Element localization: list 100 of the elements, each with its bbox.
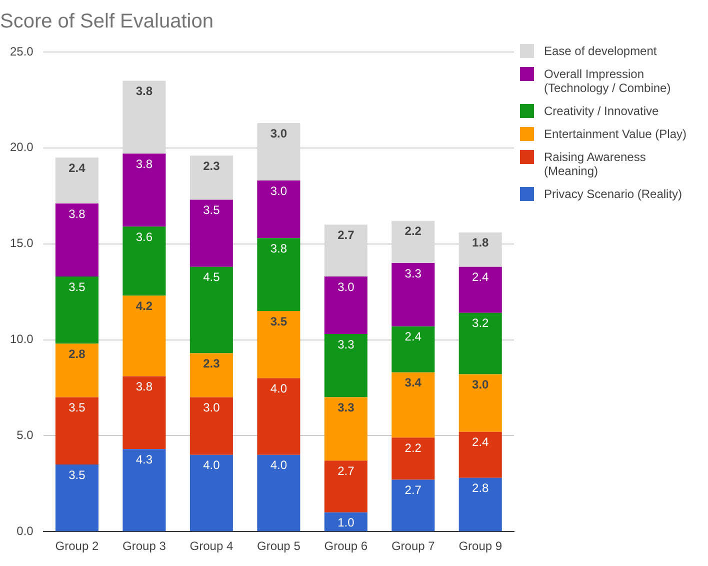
bar: [324, 397, 368, 461]
y-tick-label: 0.0: [16, 524, 34, 538]
data-label: 3.3: [338, 400, 355, 415]
legend-label: Privacy Scenario (Reality): [544, 187, 682, 201]
bar: [190, 266, 233, 354]
data-label: 3.5: [68, 468, 86, 482]
bar: [257, 238, 300, 311]
data-label: 2.7: [404, 483, 422, 498]
data-label: 3.5: [68, 280, 86, 294]
legend-label: Creativity / Innovative: [544, 104, 659, 118]
data-label: 2.3: [203, 158, 220, 173]
x-tick-label: Group 6: [324, 539, 368, 554]
data-label: 4.5: [203, 270, 220, 284]
data-label: 3.8: [68, 206, 86, 221]
y-tick-label: 20.0: [10, 140, 34, 154]
data-label: 2.4: [472, 435, 490, 450]
bar: [190, 454, 233, 532]
legend-label: Entertainment Value (Play): [544, 127, 687, 141]
bar: [122, 376, 166, 450]
data-label: 3.0: [338, 280, 355, 294]
data-label: 2.4: [404, 330, 422, 344]
bar: [55, 397, 98, 464]
bar: [257, 378, 300, 455]
bar: [55, 276, 98, 344]
bar: [190, 353, 233, 398]
chart-title: Score of Self Evaluation: [0, 10, 214, 33]
data-label: 2.2: [404, 440, 422, 455]
data-label: 2.7: [338, 464, 355, 478]
bar: [324, 334, 368, 398]
data-label: 3.8: [136, 84, 153, 98]
bar: [257, 310, 300, 378]
bar: [55, 204, 98, 276]
data-label: 4.0: [270, 381, 288, 396]
bar: [392, 326, 435, 372]
data-label: 3.0: [270, 184, 288, 198]
bar: [324, 460, 368, 512]
data-label: 2.3: [203, 356, 220, 370]
y-tick-label: 15.0: [10, 236, 34, 250]
legend-label: Ease of development: [544, 44, 657, 58]
data-label: 4.0: [203, 458, 220, 472]
bar: [190, 397, 233, 455]
bar: [190, 156, 233, 200]
x-tick-label: Group 4: [190, 539, 234, 554]
bar: [392, 438, 435, 480]
bar: [55, 344, 98, 398]
data-label: 4.2: [136, 298, 153, 313]
data-label: 2.7: [338, 228, 355, 242]
bar: [458, 374, 502, 432]
y-tick-label: 5.0: [16, 428, 34, 442]
data-label: 1.8: [472, 236, 490, 250]
bar: [257, 454, 300, 532]
bar: [324, 224, 368, 276]
data-label: 2.8: [68, 346, 86, 361]
data-label: 1.0: [338, 516, 355, 530]
data-label: 2.8: [472, 481, 490, 496]
bar: [392, 220, 435, 264]
data-label: 3.8: [136, 380, 153, 394]
data-label: 4.3: [136, 452, 153, 466]
data-label: 3.5: [270, 314, 288, 328]
data-label: 3.0: [270, 126, 288, 140]
bar: [458, 232, 502, 267]
bar: [458, 478, 502, 532]
bar: [458, 312, 502, 374]
data-label: 3.0: [203, 400, 220, 415]
bar: [55, 158, 98, 204]
legend-label: Overall Impression (Technology / Combine): [544, 67, 672, 95]
bar: [392, 263, 435, 326]
data-label: 3.5: [68, 400, 86, 415]
bar: [392, 372, 435, 438]
y-tick-label: 25.0: [10, 44, 34, 58]
bar: [55, 464, 98, 532]
bar: [257, 180, 300, 238]
x-tick-label: Group 2: [55, 539, 99, 554]
data-label: 2.4: [472, 270, 490, 284]
bar: [122, 296, 166, 376]
data-label: 2.2: [404, 224, 422, 238]
data-label: 4.0: [270, 458, 288, 472]
bar: [122, 154, 166, 227]
bar: [324, 276, 368, 334]
bar: [324, 512, 368, 532]
bar: [122, 449, 166, 532]
bar: [458, 266, 502, 313]
bar: [392, 480, 435, 532]
x-tick-label: Group 7: [391, 539, 436, 554]
data-label: 2.4: [68, 160, 86, 175]
data-label: 3.3: [404, 266, 422, 280]
bar: [257, 122, 300, 181]
bar: [458, 432, 502, 478]
data-label: 3.3: [338, 337, 355, 352]
bar: [190, 200, 233, 267]
data-label: 3.0: [472, 378, 490, 392]
y-tick-label: 10.0: [10, 332, 34, 346]
data-label: 3.4: [404, 376, 422, 390]
x-tick-label: Group 3: [122, 539, 166, 554]
data-label: 3.6: [136, 230, 153, 244]
bar: [122, 226, 166, 296]
x-tick-label: Group 5: [257, 539, 301, 554]
data-label: 3.8: [136, 156, 153, 171]
data-label: 3.8: [270, 241, 288, 256]
data-label: 3.2: [472, 316, 490, 330]
